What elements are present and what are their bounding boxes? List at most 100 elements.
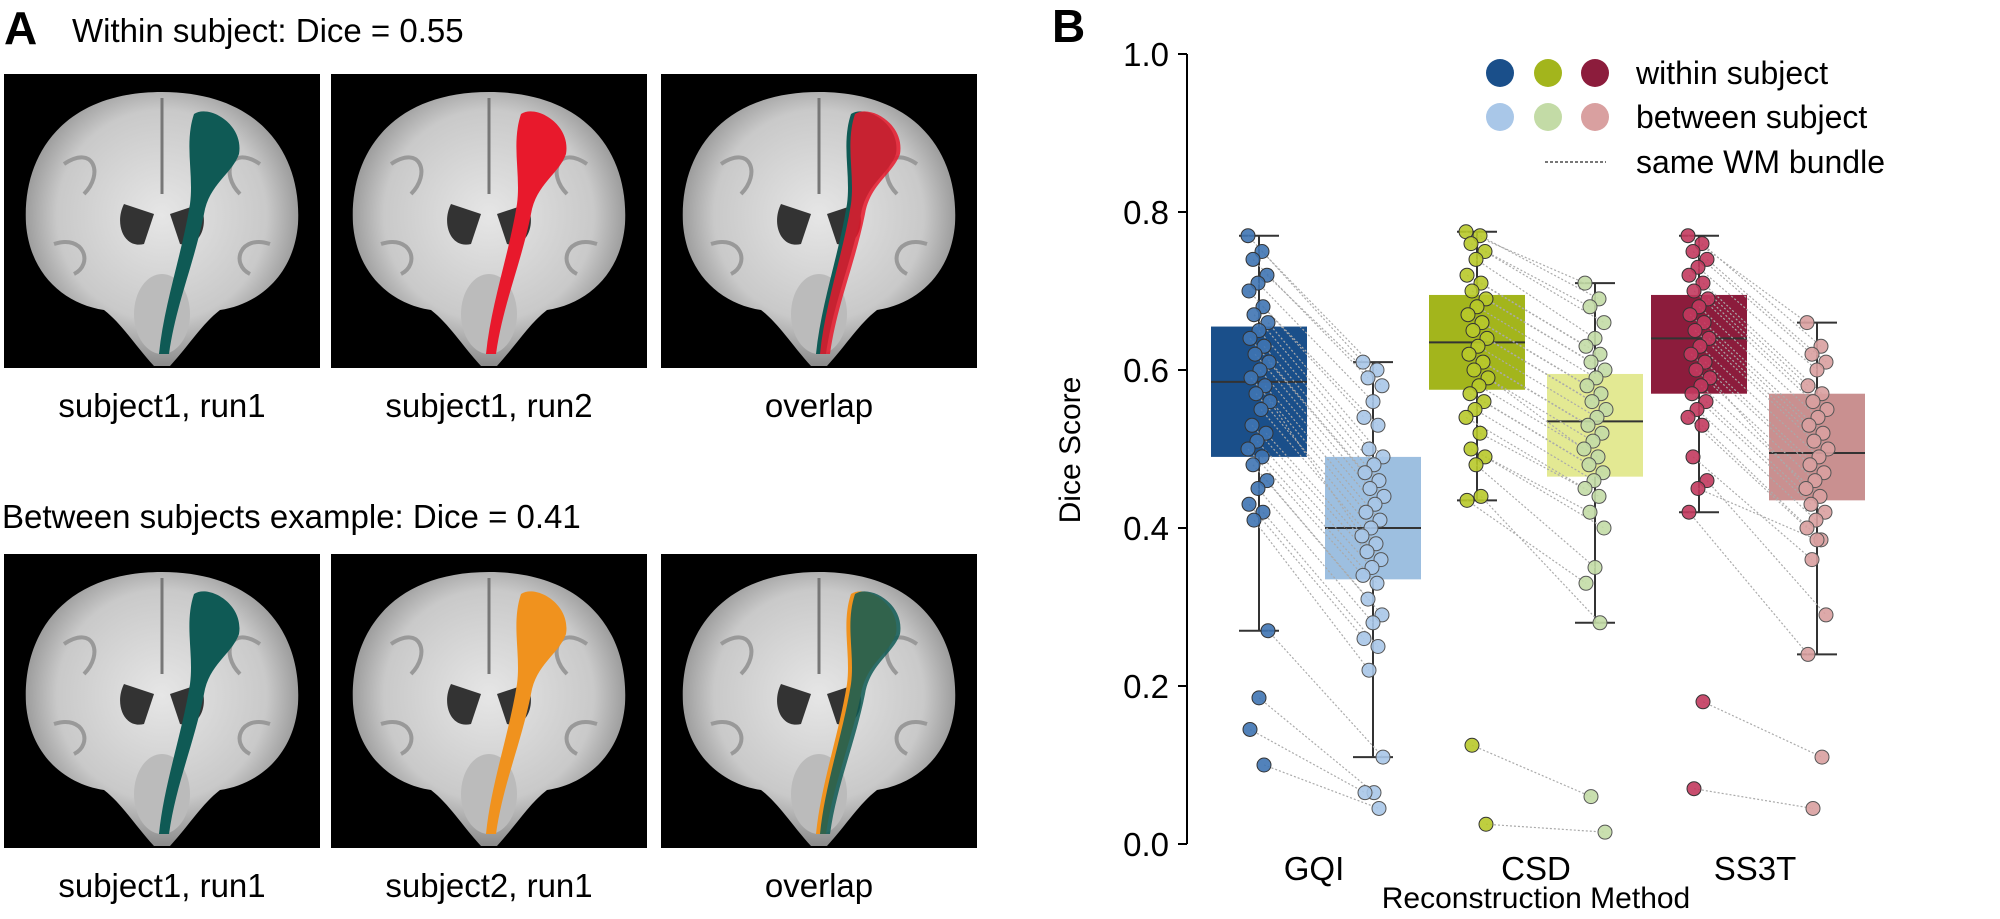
pair-line xyxy=(1696,409,1817,521)
point-between xyxy=(1358,504,1374,520)
point-between xyxy=(1355,354,1371,370)
point-within xyxy=(1464,283,1480,299)
point-between xyxy=(1576,441,1592,457)
tract xyxy=(486,591,567,834)
point-between xyxy=(1818,607,1834,623)
brain-image xyxy=(661,74,977,368)
point-within xyxy=(1688,362,1704,378)
y-tick-label: 0.4 xyxy=(1123,510,1169,547)
point-between xyxy=(1803,496,1819,512)
point-within xyxy=(1242,721,1258,737)
pair-line xyxy=(1259,369,1376,505)
point-within xyxy=(1458,409,1474,425)
point-within xyxy=(1687,323,1703,338)
tract xyxy=(159,591,240,834)
point-between xyxy=(1370,639,1386,654)
pair-line xyxy=(1266,480,1383,616)
point-between xyxy=(1804,552,1820,568)
point-between xyxy=(1596,315,1612,331)
point-within xyxy=(1690,481,1706,496)
point-between xyxy=(1799,520,1815,536)
point-between xyxy=(1582,299,1598,315)
point-within xyxy=(1243,370,1259,386)
pair-line xyxy=(1263,345,1380,481)
brain-caption: subject1, run2 xyxy=(385,387,592,424)
pair-line xyxy=(1480,495,1601,624)
pair-line xyxy=(1700,385,1821,497)
point-within xyxy=(1245,251,1261,267)
pair-line xyxy=(1484,250,1605,324)
pair-line xyxy=(1702,701,1823,758)
pair-line xyxy=(1702,282,1823,395)
brain-image xyxy=(331,554,647,848)
point-within xyxy=(1478,816,1494,832)
point-within xyxy=(1246,512,1262,528)
point-between xyxy=(1371,800,1387,816)
point-between xyxy=(1361,662,1377,678)
pair-line xyxy=(1480,282,1601,355)
point-within xyxy=(1686,781,1702,797)
legend: within subject between subject same WM bun… xyxy=(1486,55,1885,180)
point-between xyxy=(1805,800,1821,816)
point-between xyxy=(1805,394,1821,410)
pair-line xyxy=(1253,519,1370,671)
legend-label: within subject xyxy=(1635,55,1828,91)
pair-line xyxy=(1262,511,1379,647)
pair-line xyxy=(1704,361,1825,474)
y-tick-label: 0.0 xyxy=(1123,826,1169,863)
point-within xyxy=(1466,362,1482,378)
point-within xyxy=(1241,496,1257,512)
point-within xyxy=(1463,441,1479,457)
pair-line xyxy=(1689,314,1810,426)
point-within xyxy=(1473,488,1489,504)
y-tick-label: 1.0 xyxy=(1123,36,1169,73)
point-between xyxy=(1361,441,1377,457)
pair-line xyxy=(1254,353,1371,489)
point-between xyxy=(1370,417,1386,433)
pair-line xyxy=(1257,282,1374,403)
legend-within-swatch xyxy=(1486,59,1514,87)
point-between xyxy=(1360,370,1376,386)
point-between xyxy=(1596,520,1612,536)
tract xyxy=(820,111,901,354)
point-between xyxy=(1814,749,1830,765)
pair-line xyxy=(1470,448,1591,513)
point-within xyxy=(1260,623,1276,639)
pair-line xyxy=(1694,330,1815,442)
pair-line xyxy=(1466,499,1587,584)
panel-a-label: A xyxy=(4,2,37,54)
pair-line xyxy=(1477,345,1598,418)
point-between xyxy=(1357,465,1373,481)
pair-line xyxy=(1707,298,1828,410)
x-tick-label: CSD xyxy=(1501,850,1571,887)
pair-line xyxy=(1470,243,1591,308)
pair-line xyxy=(1269,401,1363,537)
pair-line xyxy=(1265,432,1382,561)
pair-line xyxy=(1267,322,1384,458)
point-between xyxy=(1804,346,1820,362)
point-between xyxy=(1365,394,1381,410)
pair-line xyxy=(1483,401,1604,474)
point-between xyxy=(1800,646,1816,662)
brain-image xyxy=(661,554,977,848)
x-tick-label: GQI xyxy=(1284,850,1345,887)
point-within xyxy=(1247,346,1263,362)
pair-line xyxy=(1687,416,1808,529)
point-within xyxy=(1683,346,1699,362)
pair-line xyxy=(1262,306,1379,426)
pair-line xyxy=(1249,728,1366,794)
pair-line xyxy=(1260,409,1377,545)
pair-line xyxy=(1473,369,1594,442)
point-between xyxy=(1355,567,1371,583)
pair-line xyxy=(1479,235,1600,300)
pair-line xyxy=(1688,511,1809,655)
point-within xyxy=(1242,330,1258,346)
brain-image xyxy=(4,554,320,848)
pair-line xyxy=(1698,306,1819,418)
legend-between-swatch xyxy=(1534,103,1562,131)
point-between xyxy=(1798,481,1814,496)
point-between xyxy=(1579,378,1595,394)
pair-line xyxy=(1255,393,1372,529)
point-within xyxy=(1685,449,1701,465)
